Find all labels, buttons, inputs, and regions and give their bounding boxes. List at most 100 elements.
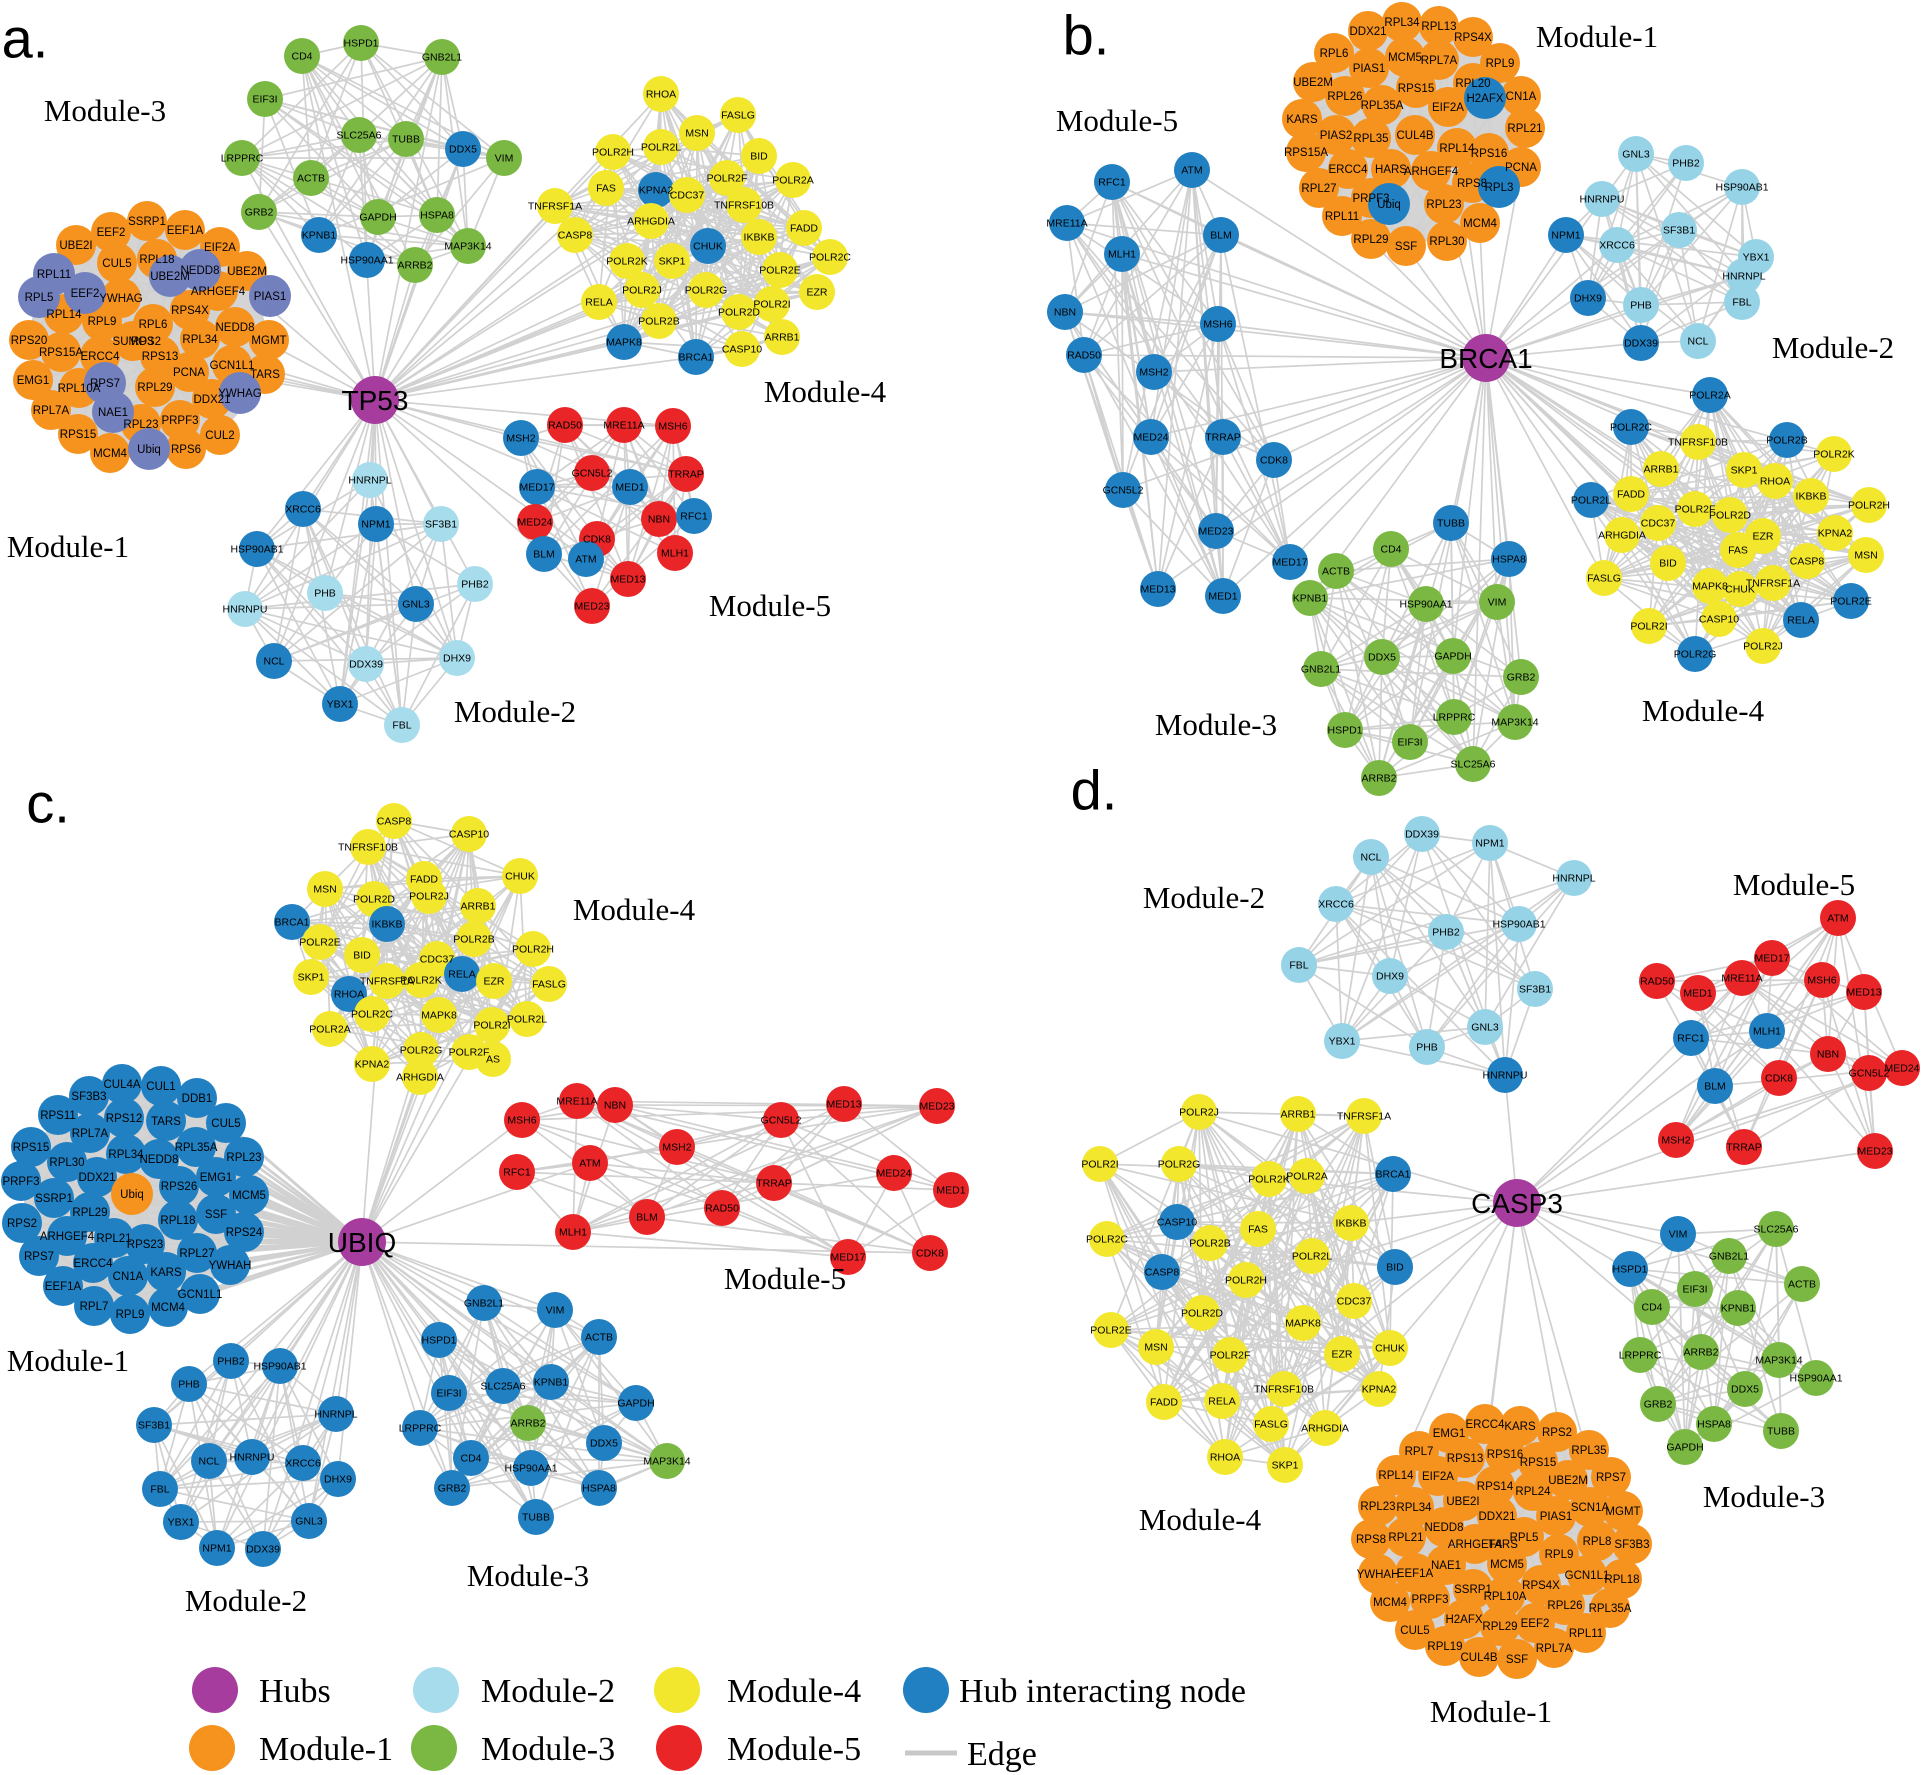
- svg-text:RPL7: RPL7: [1405, 1446, 1434, 1458]
- svg-text:MED23: MED23: [1857, 1146, 1892, 1158]
- svg-text:RPL11: RPL11: [37, 269, 71, 281]
- svg-text:RPL9: RPL9: [88, 316, 117, 328]
- svg-text:FASLG: FASLG: [721, 110, 755, 122]
- svg-text:SF3B1: SF3B1: [138, 1420, 170, 1432]
- svg-text:EEF2: EEF2: [1521, 1618, 1550, 1630]
- svg-text:MSH6: MSH6: [1807, 975, 1836, 987]
- svg-text:HSP90AB1: HSP90AB1: [1492, 919, 1545, 931]
- svg-text:HSP90AA1: HSP90AA1: [1789, 1373, 1842, 1385]
- svg-text:MED24: MED24: [517, 517, 552, 529]
- svg-text:SSRP1: SSRP1: [35, 1193, 73, 1205]
- svg-text:POLR2A: POLR2A: [772, 175, 813, 187]
- svg-text:Module-2: Module-2: [1143, 880, 1265, 915]
- svg-text:MED23: MED23: [1198, 526, 1233, 538]
- svg-text:Ubiq: Ubiq: [137, 444, 161, 456]
- svg-text:NCL: NCL: [1687, 336, 1708, 348]
- svg-text:KPNA2: KPNA2: [1362, 1384, 1397, 1396]
- svg-text:DDX5: DDX5: [590, 1438, 618, 1450]
- svg-text:SSRP1: SSRP1: [1454, 1584, 1492, 1596]
- svg-text:RPS7: RPS7: [1596, 1472, 1626, 1484]
- svg-text:GNB2L1: GNB2L1: [464, 1298, 504, 1310]
- svg-text:CUL4B: CUL4B: [1460, 1652, 1497, 1664]
- svg-text:POLR2H: POLR2H: [1848, 500, 1890, 512]
- svg-text:KARS: KARS: [150, 1267, 182, 1279]
- svg-text:POLR2C: POLR2C: [1086, 1234, 1128, 1246]
- svg-text:SCN1A: SCN1A: [1571, 1502, 1610, 1514]
- svg-text:MAP3K14: MAP3K14: [1491, 717, 1538, 729]
- svg-text:SF3B3: SF3B3: [1614, 1539, 1649, 1551]
- svg-text:ARHGEF4: ARHGEF4: [1404, 166, 1459, 178]
- svg-text:CDK8: CDK8: [916, 1248, 944, 1260]
- svg-text:HSPA8: HSPA8: [1697, 1419, 1731, 1431]
- svg-text:TARS: TARS: [250, 369, 280, 381]
- svg-text:CASP10: CASP10: [722, 344, 762, 356]
- svg-text:MED1: MED1: [1208, 591, 1237, 603]
- svg-text:MCM4: MCM4: [1463, 218, 1497, 230]
- svg-text:Module-5: Module-5: [709, 588, 831, 623]
- svg-text:DDX21: DDX21: [78, 1172, 115, 1184]
- svg-text:RPL35A: RPL35A: [1361, 100, 1404, 112]
- svg-text:RPL30: RPL30: [1429, 236, 1464, 248]
- svg-text:MLH1: MLH1: [1753, 1026, 1781, 1038]
- svg-text:RFC1: RFC1: [503, 1167, 531, 1179]
- svg-text:ACTB: ACTB: [585, 1332, 613, 1344]
- svg-text:RPS24: RPS24: [226, 1227, 263, 1239]
- svg-text:NCL: NCL: [198, 1456, 219, 1468]
- svg-text:RHOA: RHOA: [1210, 1452, 1240, 1464]
- svg-text:CASP8: CASP8: [377, 816, 412, 828]
- svg-text:CUL2: CUL2: [205, 430, 234, 442]
- svg-text:MSN: MSN: [1854, 550, 1877, 562]
- svg-text:ATM: ATM: [1827, 913, 1848, 925]
- svg-text:YBX1: YBX1: [1329, 1036, 1356, 1048]
- svg-text:DDX39: DDX39: [349, 659, 383, 671]
- svg-text:ARHGDIA: ARHGDIA: [1598, 530, 1646, 542]
- svg-text:CDC37: CDC37: [420, 954, 455, 966]
- svg-text:RFC1: RFC1: [1677, 1033, 1705, 1045]
- svg-text:MGMT: MGMT: [1605, 1506, 1640, 1518]
- svg-text:MAPK8: MAPK8: [421, 1010, 457, 1022]
- svg-text:POLR2K: POLR2K: [1248, 1174, 1289, 1186]
- svg-text:VIM: VIM: [495, 153, 514, 165]
- svg-text:RELA: RELA: [1208, 1396, 1235, 1408]
- svg-text:XRCC6: XRCC6: [1318, 899, 1354, 911]
- svg-text:BRCA1: BRCA1: [1375, 1169, 1410, 1181]
- svg-text:MRE11A: MRE11A: [556, 1096, 597, 1108]
- svg-text:RPS23: RPS23: [127, 1239, 163, 1251]
- svg-text:EZR: EZR: [807, 287, 828, 299]
- svg-text:DDX39: DDX39: [1405, 829, 1439, 841]
- svg-text:Module-3: Module-3: [1703, 1479, 1825, 1514]
- svg-text:TNFRSF1A: TNFRSF1A: [528, 201, 582, 213]
- svg-text:RPL18: RPL18: [1604, 1574, 1639, 1586]
- svg-text:KPNA2: KPNA2: [1818, 528, 1853, 540]
- svg-text:PHB: PHB: [314, 588, 336, 600]
- svg-text:XRCC6: XRCC6: [285, 504, 321, 516]
- svg-text:EZR: EZR: [484, 976, 505, 988]
- svg-text:CD4: CD4: [291, 51, 312, 63]
- svg-text:POLR2D: POLR2D: [353, 894, 395, 906]
- svg-text:RELA: RELA: [448, 969, 475, 981]
- svg-text:POLR2B: POLR2B: [638, 316, 679, 328]
- svg-text:SF3B1: SF3B1: [1519, 984, 1551, 996]
- svg-text:H2AFX: H2AFX: [1466, 93, 1503, 105]
- svg-text:HSPD1: HSPD1: [1327, 725, 1362, 737]
- svg-text:RPS13: RPS13: [142, 351, 178, 363]
- svg-text:LRPPRC: LRPPRC: [399, 1423, 442, 1435]
- svg-text:RPL35A: RPL35A: [1589, 1603, 1632, 1615]
- svg-text:RPS15A: RPS15A: [39, 347, 83, 359]
- svg-text:Module-4: Module-4: [727, 1673, 861, 1710]
- svg-text:RPS2: RPS2: [131, 336, 161, 348]
- svg-text:GCN1L1: GCN1L1: [178, 1289, 223, 1301]
- svg-text:PRPF3: PRPF3: [1411, 1594, 1448, 1606]
- svg-text:MAPK8: MAPK8: [1692, 581, 1728, 593]
- svg-text:a.: a.: [2, 7, 49, 70]
- svg-text:MSN: MSN: [1144, 1342, 1167, 1354]
- svg-text:RFC1: RFC1: [1098, 177, 1126, 189]
- svg-text:MAP3K14: MAP3K14: [643, 1456, 690, 1468]
- svg-text:Hubs: Hubs: [259, 1673, 331, 1710]
- svg-text:Module-1: Module-1: [259, 1731, 393, 1768]
- svg-text:MED13: MED13: [610, 574, 645, 586]
- svg-text:RELA: RELA: [1787, 615, 1814, 627]
- svg-text:DHX9: DHX9: [1574, 293, 1602, 305]
- svg-text:TARS: TARS: [151, 1116, 181, 1128]
- svg-text:POLR2F: POLR2F: [1675, 504, 1716, 516]
